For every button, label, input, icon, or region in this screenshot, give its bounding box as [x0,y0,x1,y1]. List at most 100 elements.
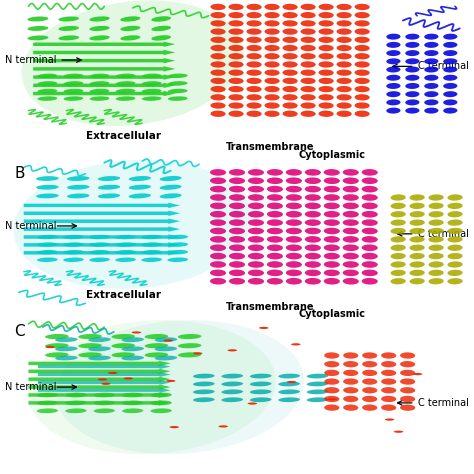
Ellipse shape [132,331,141,334]
Ellipse shape [90,81,109,86]
Ellipse shape [343,404,358,411]
Ellipse shape [301,20,316,27]
Ellipse shape [248,270,264,276]
Ellipse shape [305,169,321,176]
Ellipse shape [228,36,244,43]
Ellipse shape [291,343,301,346]
Ellipse shape [221,374,243,378]
Ellipse shape [167,235,188,239]
Ellipse shape [391,194,406,201]
Ellipse shape [229,270,245,276]
Ellipse shape [45,343,69,348]
Ellipse shape [151,409,172,413]
Ellipse shape [111,334,135,339]
Ellipse shape [210,102,226,109]
Ellipse shape [89,257,110,262]
Ellipse shape [193,397,215,402]
Ellipse shape [27,26,48,31]
Ellipse shape [355,86,370,92]
Ellipse shape [210,236,226,243]
FancyArrow shape [28,392,171,398]
Ellipse shape [305,261,321,268]
Ellipse shape [178,334,201,339]
Ellipse shape [343,370,358,376]
Text: C terminal: C terminal [419,61,469,72]
Ellipse shape [337,110,352,117]
Ellipse shape [301,102,316,109]
Text: C: C [14,324,25,339]
Ellipse shape [267,219,283,226]
Ellipse shape [210,36,226,43]
Ellipse shape [210,78,226,84]
Ellipse shape [337,28,352,35]
Ellipse shape [210,53,226,59]
Ellipse shape [324,361,339,367]
Ellipse shape [424,42,438,48]
Ellipse shape [210,61,226,68]
Ellipse shape [343,261,359,268]
Ellipse shape [319,45,334,51]
Ellipse shape [405,100,419,105]
Ellipse shape [362,211,378,218]
Ellipse shape [37,81,57,86]
FancyArrow shape [24,219,180,224]
Ellipse shape [386,42,401,48]
Ellipse shape [67,185,90,190]
Ellipse shape [355,94,370,100]
Ellipse shape [319,86,334,92]
Ellipse shape [319,78,334,84]
Ellipse shape [355,28,370,35]
Ellipse shape [27,17,48,21]
Ellipse shape [424,58,438,64]
Ellipse shape [385,419,394,420]
Ellipse shape [428,203,444,209]
Ellipse shape [88,356,111,360]
Ellipse shape [410,236,425,243]
Ellipse shape [65,401,86,405]
Ellipse shape [229,219,245,226]
Ellipse shape [343,387,358,393]
Ellipse shape [228,110,244,117]
Ellipse shape [37,401,58,405]
Ellipse shape [142,96,162,101]
Ellipse shape [424,91,438,97]
Ellipse shape [400,352,415,359]
Ellipse shape [78,352,102,357]
Ellipse shape [267,177,283,184]
Ellipse shape [94,392,115,397]
Ellipse shape [283,45,298,51]
Ellipse shape [337,94,352,100]
FancyArrow shape [28,400,171,406]
Ellipse shape [229,194,245,201]
FancyArrow shape [28,369,171,374]
Ellipse shape [246,12,262,18]
Ellipse shape [343,186,359,192]
Ellipse shape [221,397,243,402]
Ellipse shape [264,12,280,18]
Ellipse shape [319,110,334,117]
Ellipse shape [264,53,280,59]
Ellipse shape [228,53,244,59]
Ellipse shape [267,245,283,251]
Ellipse shape [428,261,444,268]
Ellipse shape [145,343,168,348]
Ellipse shape [246,28,262,35]
Text: Cytoplasmic: Cytoplasmic [298,310,365,319]
Ellipse shape [193,382,215,386]
Ellipse shape [178,343,201,348]
Ellipse shape [283,78,298,84]
Ellipse shape [405,75,419,81]
Ellipse shape [443,34,457,40]
Ellipse shape [362,261,378,268]
Ellipse shape [115,235,136,239]
Ellipse shape [337,20,352,27]
Ellipse shape [447,245,463,251]
Ellipse shape [428,253,444,259]
Ellipse shape [410,219,425,226]
Ellipse shape [307,390,328,394]
Ellipse shape [410,203,425,209]
Ellipse shape [55,346,78,351]
Ellipse shape [410,194,425,201]
Ellipse shape [283,53,298,59]
Ellipse shape [248,245,264,251]
